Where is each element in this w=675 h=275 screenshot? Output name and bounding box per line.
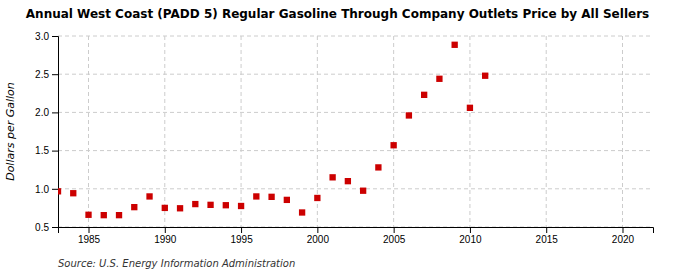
point (207, 202, 213, 208)
grid (58, 36, 653, 227)
y-tick-label: 1.0 (35, 184, 49, 195)
x-tick: 1990 (154, 227, 177, 245)
y-tick-label: 2.5 (35, 69, 49, 80)
point (314, 195, 320, 201)
x-tick-label: 2020 (612, 234, 635, 245)
point (329, 174, 335, 180)
y-axis-title: Dollars per Gallon (4, 82, 17, 181)
x-tick: 1995 (230, 227, 253, 245)
x-tick-mark (89, 227, 90, 233)
y-tick-mark (52, 151, 58, 152)
x-tick-mark (546, 227, 547, 233)
y-tick-mark (52, 36, 58, 37)
x-tick: 2010 (459, 227, 482, 245)
point (268, 194, 274, 200)
point (131, 204, 137, 210)
x-axis-line (59, 228, 654, 234)
x-tick: 2005 (383, 227, 406, 245)
y-tick-mark (52, 227, 58, 228)
x-tick: 2015 (536, 227, 559, 245)
chart: 1985 1990 1995 2000 2005 2010 2015 2020 0.5 1.0 1.… (0, 0, 675, 275)
y-tick-label: 2.0 (35, 107, 49, 118)
points (58, 42, 488, 219)
title: Annual West Coast (PADD 5) Regular Gasol… (26, 7, 649, 21)
y-axis: 0.5 1.0 1.5 2.0 2.5 3.0 (35, 31, 58, 233)
point (467, 105, 473, 111)
grid-line-x (88, 36, 89, 227)
x-tick-mark (241, 227, 242, 233)
grid-line-x (622, 36, 623, 227)
point (192, 201, 198, 207)
grid-line-x (393, 36, 394, 227)
x-tick-label: 1995 (230, 234, 253, 245)
point (101, 212, 107, 218)
x-tick-label: 2015 (536, 234, 559, 245)
x-axis: 1985 1990 1995 2000 2005 2010 2015 2020 (59, 227, 654, 245)
point (299, 209, 305, 215)
x-tick-label: 2000 (307, 234, 330, 245)
point (162, 205, 168, 211)
y-tick: 1.0 (35, 184, 58, 195)
x-tick-label: 2010 (459, 234, 482, 245)
y-tick: 3.0 (35, 31, 58, 42)
grid-line-x (241, 36, 242, 227)
x-tick-mark (622, 227, 623, 233)
y-axis-line (52, 37, 59, 228)
point (177, 205, 183, 211)
y-tick-label: 1.5 (35, 145, 49, 156)
x-tick-mark (394, 227, 395, 233)
grid-line-x (469, 36, 470, 227)
x-tick: 1985 (78, 227, 101, 245)
point (360, 188, 366, 194)
y-tick-mark (52, 112, 58, 113)
grid-line-y (58, 36, 653, 37)
point (58, 188, 61, 194)
point (421, 92, 427, 98)
grid-line-y (58, 112, 653, 113)
grid-line-y (58, 150, 653, 151)
point (482, 73, 488, 79)
plot: 1985 1990 1995 2000 2005 2010 2015 2020 0.5 1.0 1.… (35, 31, 653, 245)
x-tick-label: 2005 (383, 234, 406, 245)
x-tick-label: 1985 (78, 234, 101, 245)
grid-line-y (58, 74, 653, 75)
y-tick: 1.5 (35, 145, 58, 156)
y-tick-mark (52, 189, 58, 190)
x-tick-label: 1990 (154, 234, 177, 245)
grid-line-x (164, 36, 165, 227)
point (238, 203, 244, 209)
point (253, 193, 259, 199)
x-tick-mark (165, 227, 166, 233)
point (146, 193, 152, 199)
grid-line-x (546, 36, 547, 227)
x-tick-mark (317, 227, 318, 233)
point (452, 42, 458, 48)
y-tick: 2.0 (35, 107, 58, 118)
grid-line-y (58, 188, 653, 189)
point (223, 202, 229, 208)
point (436, 76, 442, 82)
y-tick-label: 0.5 (35, 222, 49, 233)
y-tick-mark (52, 74, 58, 75)
point (85, 212, 91, 218)
x-tick-mark (470, 227, 471, 233)
point (345, 178, 351, 184)
point (70, 190, 76, 196)
point (390, 142, 396, 148)
y-tick-label: 3.0 (35, 31, 49, 42)
y-tick: 2.5 (35, 69, 58, 80)
point (116, 212, 122, 218)
x-tick: 2020 (612, 227, 635, 245)
point (284, 197, 290, 203)
point (375, 164, 381, 170)
source-note: Source: U.S. Energy Information Administ… (58, 258, 295, 269)
point (406, 112, 412, 118)
y-tick: 0.5 (35, 222, 58, 233)
x-tick: 2000 (307, 227, 330, 245)
